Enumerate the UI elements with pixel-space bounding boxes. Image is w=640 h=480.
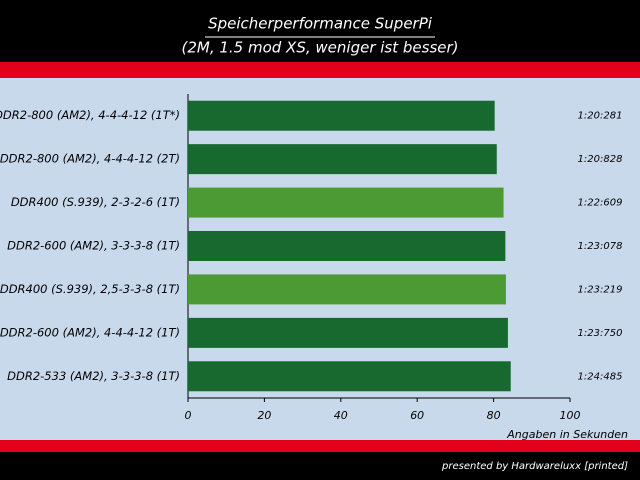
y-tick-label: DDR400 (S.939), 2,5-3-3-8 (1T) <box>0 282 180 296</box>
bar <box>188 231 506 261</box>
x-tick-label: 0 <box>185 409 192 422</box>
value-label: 1:20:281 <box>578 111 623 122</box>
value-label: 1:20:828 <box>578 154 623 165</box>
footer <box>0 452 640 480</box>
y-tick-label: DDR400 (S.939), 2-3-2-6 (1T) <box>11 195 180 209</box>
bar <box>188 100 495 131</box>
x-tick-label: 80 <box>487 409 501 422</box>
value-label: 1:23:750 <box>578 328 623 339</box>
y-tick-label: DDR2-800 (AM2), 4-4-4-12 (2T) <box>0 152 180 166</box>
value-label: 1:23:219 <box>578 284 623 295</box>
x-tick-label: 20 <box>257 409 271 422</box>
bar <box>188 317 508 348</box>
x-tick-label: 60 <box>410 409 424 422</box>
bar <box>188 361 511 392</box>
y-tick-label: DDR2-600 (AM2), 4-4-4-12 (1T) <box>0 325 180 339</box>
x-tick-label: 100 <box>560 409 581 422</box>
band-top <box>0 62 640 78</box>
bar <box>188 144 497 175</box>
bar <box>188 187 504 218</box>
band-bottom <box>0 440 640 452</box>
value-label: 1:23:078 <box>578 241 623 252</box>
chart-title: Speicherperformance SuperPi <box>208 15 433 33</box>
header <box>0 0 640 62</box>
y-tick-label: DDR2-800 (AM2), 4-4-4-12 (1T*) <box>0 108 180 122</box>
credit: presented by Hardwareluxx [printed] <box>441 461 628 472</box>
bar <box>188 274 506 305</box>
value-label: 1:24:485 <box>578 371 623 382</box>
value-label: 1:22:609 <box>578 198 623 209</box>
chart-subtitle: (2M, 1.5 mod XS, weniger ist besser) <box>181 39 458 57</box>
x-tick-label: 40 <box>334 409 348 422</box>
y-tick-label: DDR2-600 (AM2), 3-3-3-8 (1T) <box>7 239 180 253</box>
x-axis-label: Angaben in Sekunden <box>506 428 628 441</box>
y-tick-label: DDR2-533 (AM2), 3-3-3-8 (1T) <box>7 369 180 383</box>
